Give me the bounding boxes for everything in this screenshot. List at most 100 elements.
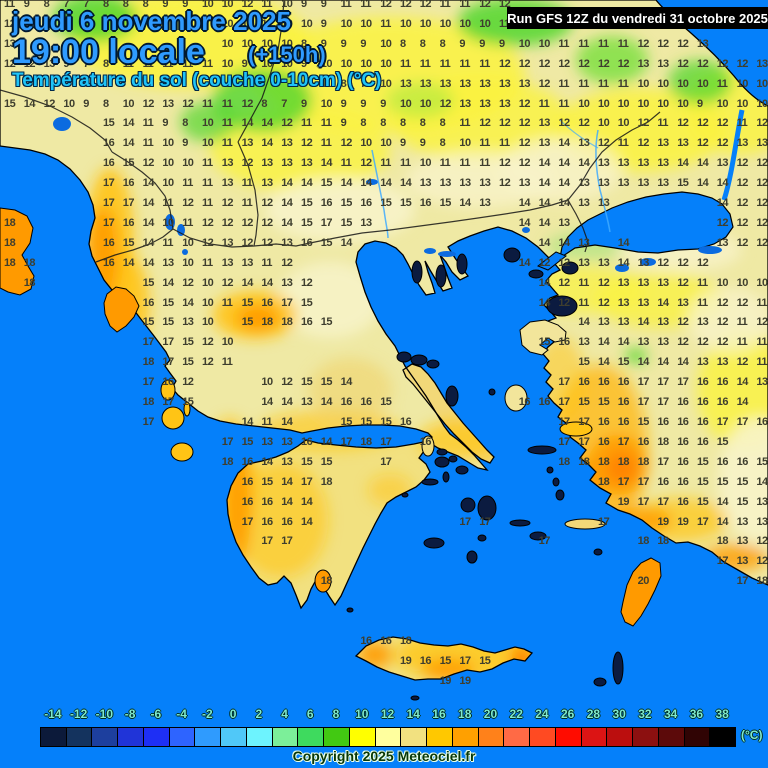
temp-value: 14	[122, 137, 135, 149]
temp-value: 10	[380, 38, 392, 50]
temp-value: 13	[697, 356, 709, 368]
temp-value: 13	[439, 78, 452, 90]
amorgos	[509, 519, 531, 527]
temp-value: 13	[281, 456, 293, 468]
colorbar-label: 2	[255, 707, 263, 721]
temp-value: 13	[4, 38, 16, 50]
temp-value: 8	[340, 78, 347, 90]
temp-value: 11	[439, 0, 451, 10]
country-borders	[0, 0, 661, 263]
temp-value: 15	[697, 476, 709, 488]
temp-value: 17	[716, 555, 729, 567]
colorbar-label: 36	[689, 707, 704, 721]
temp-value: 13	[617, 177, 630, 189]
temp-value: 17	[261, 535, 273, 547]
temp-value: 12	[598, 297, 610, 309]
temp-value: 16	[419, 655, 432, 667]
temp-value: 11	[142, 137, 154, 149]
temp-value: 17	[479, 516, 491, 528]
temp-value: 9	[340, 117, 347, 129]
temp-value: 12	[736, 237, 749, 249]
parameter-label: Température du sol (couche 0-10cm) (°C)	[12, 70, 382, 91]
temp-value: 14	[320, 157, 333, 169]
temp-value: 10	[419, 98, 432, 110]
temp-value: 11	[400, 58, 411, 70]
temp-value: 16	[419, 436, 432, 448]
temp-value: 15	[400, 197, 412, 209]
temp-value: 13	[578, 237, 590, 249]
temp-value: 12	[716, 316, 729, 328]
temp-value: 14	[637, 316, 650, 328]
temp-value: 14	[241, 117, 254, 129]
temp-value: 10	[756, 98, 768, 110]
temp-value: 17	[736, 575, 749, 587]
temp-value: 8	[103, 58, 109, 70]
temp-value: 12	[697, 117, 709, 129]
temp-value: 14	[281, 217, 293, 229]
temp-value: 9	[459, 38, 466, 50]
temp-value: 12	[499, 58, 511, 70]
temp-value: 17	[617, 476, 630, 488]
temp-value: 11	[122, 58, 134, 70]
colorbar-cell	[348, 727, 376, 747]
temp-value: 16	[617, 396, 630, 408]
temp-value: 11	[697, 297, 708, 309]
temp-value: 14	[538, 177, 551, 189]
temp-value: 13	[657, 137, 669, 149]
temp-value: 9	[182, 0, 188, 10]
temp-value: 12	[241, 18, 254, 30]
colorbar-cell	[323, 727, 350, 747]
colorbar-cell	[632, 727, 659, 747]
temp-value: 11	[360, 0, 372, 10]
temp-value: 11	[459, 117, 471, 129]
temp-value: 16	[419, 197, 432, 209]
temp-value: 13	[221, 157, 234, 169]
temp-value: 16	[697, 376, 709, 388]
temp-value: 12	[756, 555, 768, 567]
temp-value: 11	[598, 78, 609, 90]
temp-value: 12	[202, 217, 214, 229]
temp-value: 15	[320, 456, 333, 468]
temp-value: 11	[459, 0, 471, 10]
temp-value: 8	[103, 98, 109, 110]
temp-value: 14	[558, 197, 570, 209]
temp-value: 13	[43, 58, 56, 70]
temp-value: 16	[657, 476, 669, 488]
temp-value: 16	[261, 516, 273, 528]
temp-value: 18	[23, 277, 36, 289]
temp-value: 11	[479, 58, 490, 70]
temp-value: 18	[320, 476, 333, 488]
temp-value: 14	[320, 436, 333, 448]
temp-value: 11	[558, 98, 570, 110]
temp-value: 10	[340, 18, 353, 30]
colorbar-cell	[657, 727, 685, 747]
temp-value: 12	[202, 336, 214, 348]
kythira	[314, 569, 332, 593]
run-info-box: Run GFS 12Z du vendredi 31 octobre 2025	[507, 7, 768, 29]
run-info-label: Run GFS 12Z du vendredi 31 octobre 2025	[507, 10, 768, 26]
temp-value: 10	[617, 117, 630, 129]
temp-value: 19	[617, 496, 630, 508]
temp-value: 19	[459, 675, 471, 687]
temp-value: 13	[637, 177, 650, 189]
temp-value: 19	[677, 516, 689, 528]
temp-value: 11	[380, 157, 391, 169]
temp-value: 15	[301, 197, 313, 209]
temp-value: 14	[538, 277, 551, 289]
temp-value: 13	[221, 257, 234, 269]
temp-value: 13	[578, 197, 590, 209]
naxos	[477, 495, 497, 521]
temp-value: 16	[400, 416, 412, 428]
temp-value: 16	[598, 376, 610, 388]
temp-value: 16	[103, 257, 115, 269]
temp-value: 14	[578, 316, 590, 328]
islands	[0, 207, 662, 701]
temp-value: 14	[617, 257, 630, 269]
copyright-label: Copyright 2025 Meteociel.fr	[292, 748, 476, 764]
temp-value: 12	[578, 58, 590, 70]
temp-value: 13	[281, 436, 293, 448]
temp-value: 10	[221, 18, 234, 30]
temp-value: 13	[756, 496, 768, 508]
temp-value: 10	[400, 18, 412, 30]
temp-value: 15	[320, 237, 333, 249]
